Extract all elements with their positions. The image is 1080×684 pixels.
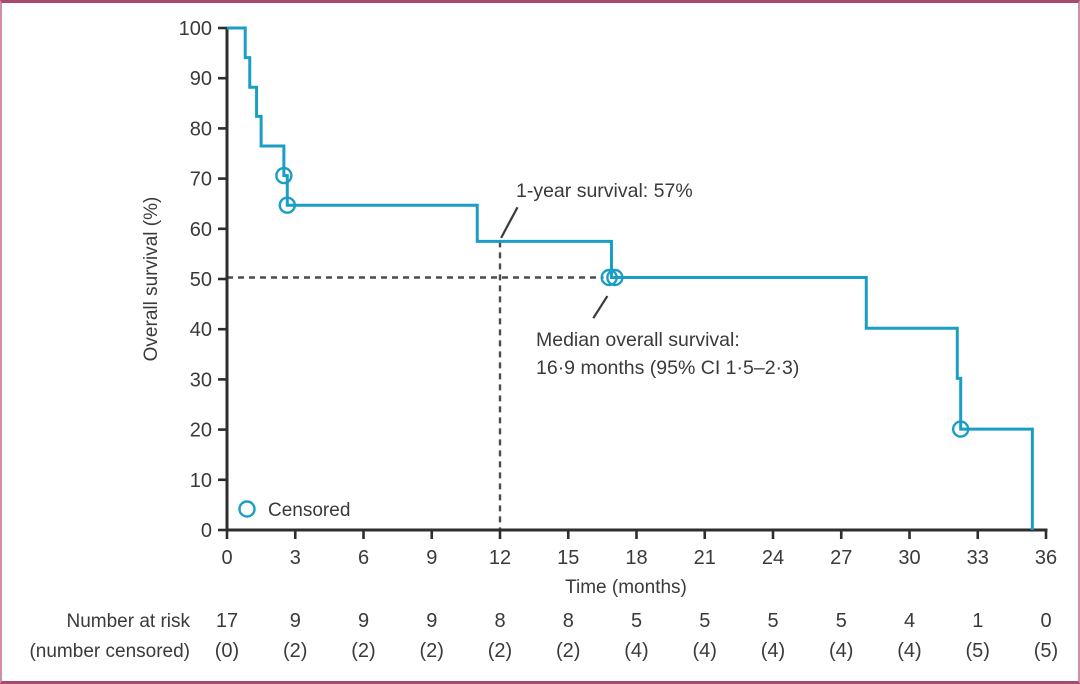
number-censored-value: (2) xyxy=(488,640,512,662)
one-year-survival-leader-line xyxy=(500,206,519,239)
x-tick-label: 12 xyxy=(489,547,511,569)
legend-censored-icon xyxy=(238,500,256,518)
censor-markers xyxy=(275,166,970,438)
overall-survival-step-curve xyxy=(227,26,1034,530)
y-tick-label: 60 xyxy=(190,219,212,241)
number-censored-value: (5) xyxy=(1034,640,1058,662)
number-at-risk-value: 9 xyxy=(358,610,369,632)
number-censored-value: (4) xyxy=(897,640,921,662)
legend-censored-label: Censored xyxy=(268,500,350,521)
x-tick-label: 18 xyxy=(625,547,647,569)
number-at-risk-value: 5 xyxy=(699,610,710,632)
number-censored-value: (4) xyxy=(693,640,717,662)
reference-dashed-lines xyxy=(227,241,604,529)
number-at-risk-value: 5 xyxy=(631,610,642,632)
y-axis-title: Overall survival (%) xyxy=(141,197,162,362)
number-censored-value: (2) xyxy=(556,640,580,662)
y-tick-label: 80 xyxy=(190,118,212,140)
number-at-risk-value: 9 xyxy=(426,610,437,632)
risk-table-row1-label: Number at risk xyxy=(66,611,190,632)
y-tick-label: 50 xyxy=(190,269,212,291)
censored-mark xyxy=(606,268,624,287)
x-axis-title: Time (months) xyxy=(565,577,687,598)
median-overall-survival-leader-line xyxy=(592,295,609,319)
x-tick-label: 3 xyxy=(290,547,301,569)
annotation-one-year-survival: 1-year survival: 57% xyxy=(516,180,693,202)
censored-mark xyxy=(275,166,293,185)
survival-curve xyxy=(227,26,1034,530)
number-at-risk-value: 9 xyxy=(290,610,301,632)
x-tick-label: 24 xyxy=(762,547,784,569)
number-censored-value: (0) xyxy=(215,640,239,662)
risk-table-values: 17 (0) 9 (2) 9 (2) 9 (2) 8 (2) 8 (2) 5 (4) 5 (4) 5 (4) 5 (4… xyxy=(215,610,1058,662)
x-tick-label: 0 xyxy=(221,547,232,569)
number-censored-value: (4) xyxy=(829,640,853,662)
x-tick-label: 27 xyxy=(830,547,852,569)
x-tick-label: 21 xyxy=(694,547,716,569)
y-tick-label: 70 xyxy=(190,169,212,191)
number-at-risk-value: 8 xyxy=(563,610,574,632)
y-tick-label: 40 xyxy=(190,319,212,341)
y-tick-label: 30 xyxy=(190,369,212,391)
x-tick-label: 33 xyxy=(967,547,989,569)
number-at-risk-value: 4 xyxy=(904,610,915,632)
censored-mark xyxy=(951,420,970,438)
number-censored-value: (2) xyxy=(420,640,444,662)
x-tick-label: 15 xyxy=(557,547,579,569)
number-censored-value: (4) xyxy=(761,640,785,662)
x-tick-label: 9 xyxy=(426,547,437,569)
x-tick-label: 36 xyxy=(1035,547,1057,569)
number-at-risk-value: 5 xyxy=(767,610,778,632)
number-at-risk-value: 0 xyxy=(1040,610,1051,632)
annotation-median-survival-line1: Median overall survival: xyxy=(536,329,740,351)
y-tick-label: 20 xyxy=(190,420,212,442)
censored-mark xyxy=(600,268,618,287)
censored-mark xyxy=(278,196,296,214)
y-tick-label: 10 xyxy=(190,470,212,492)
risk-table-row2-label: (number censored) xyxy=(29,641,190,662)
number-censored-value: (4) xyxy=(624,640,648,662)
y-tick-label: 100 xyxy=(179,18,212,40)
annotation-leader-lines xyxy=(500,206,609,319)
number-at-risk-value: 1 xyxy=(972,610,983,632)
number-censored-value: (2) xyxy=(351,640,375,662)
y-tick-label: 0 xyxy=(201,520,212,542)
number-censored-value: (2) xyxy=(283,640,307,662)
y-tick-label: 90 xyxy=(190,68,212,90)
number-censored-value: (5) xyxy=(966,640,990,662)
x-tick-label: 30 xyxy=(898,547,920,569)
number-at-risk-value: 17 xyxy=(216,610,238,632)
number-at-risk-value: 5 xyxy=(836,610,847,632)
x-tick-label: 6 xyxy=(358,547,369,569)
number-at-risk-value: 8 xyxy=(494,610,505,632)
annotation-median-survival-line2: 16·9 months (95% CI 1·5–2·3) xyxy=(536,357,799,379)
